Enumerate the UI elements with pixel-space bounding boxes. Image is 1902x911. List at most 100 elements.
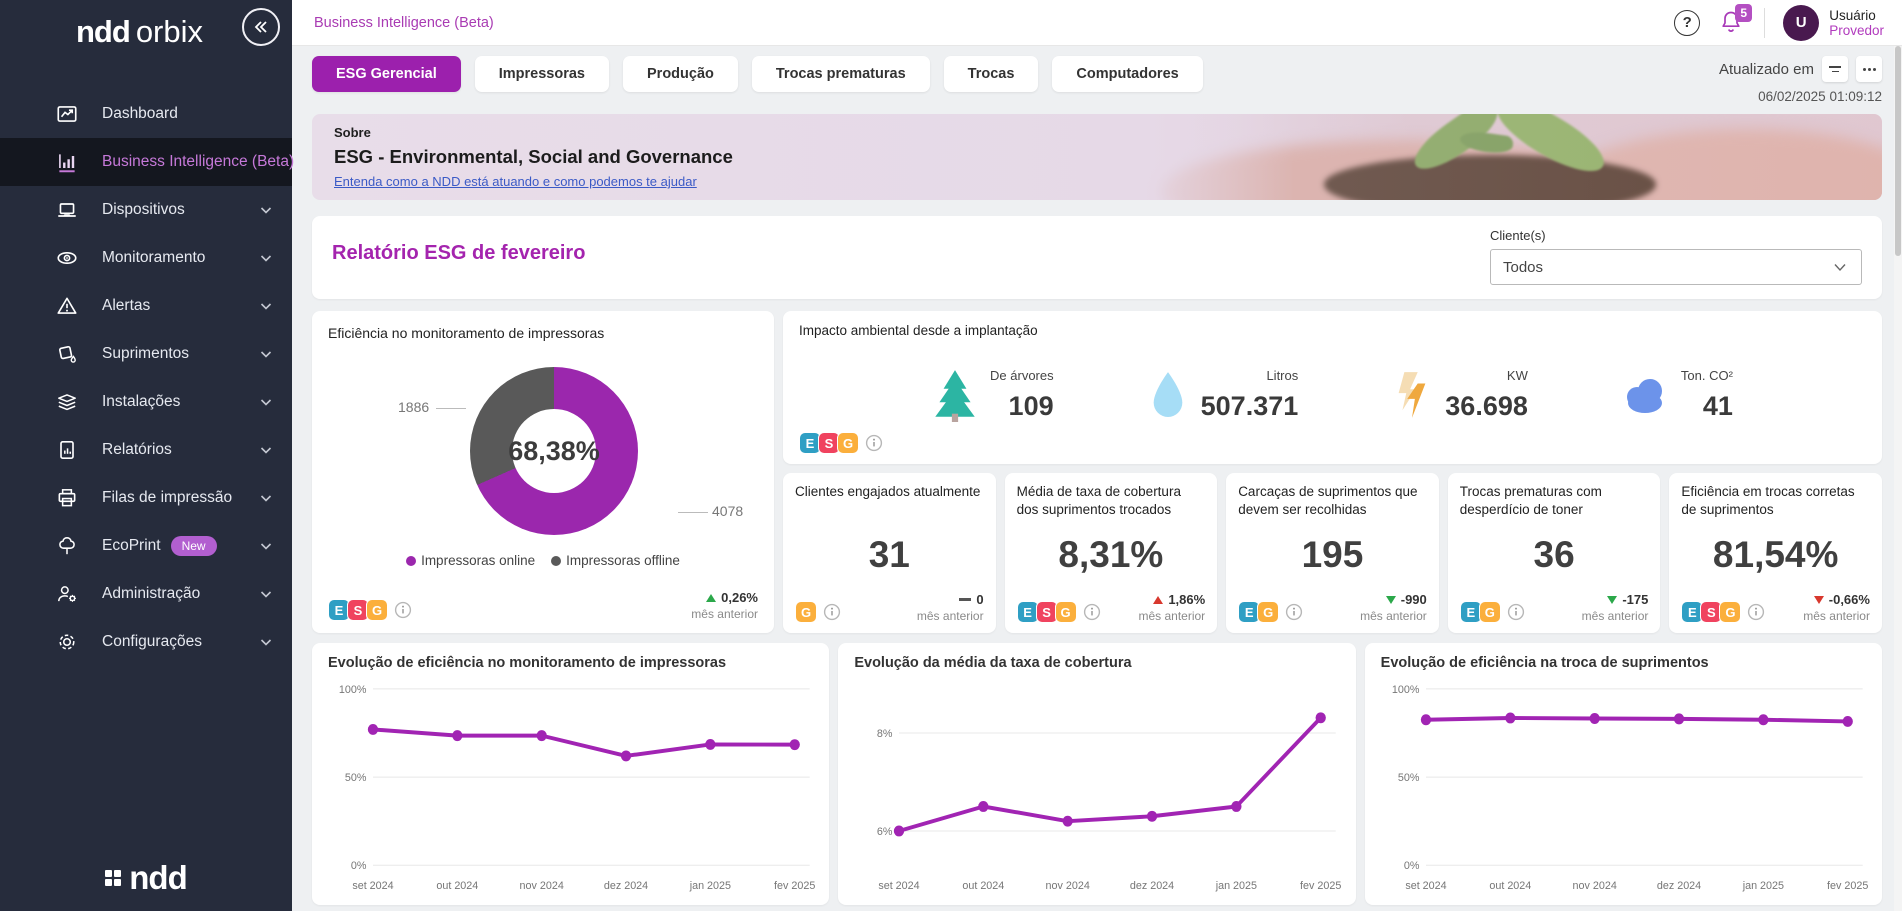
metric-value: 109 [1008,391,1054,421]
breadcrumb[interactable]: Business Intelligence (Beta) [314,14,494,31]
kpi-value: 36 [1533,534,1575,576]
sidebar-item-monitoramento[interactable]: Monitoramento [0,234,292,282]
chart-card-supply-swap-evolution: Evolução de eficiência na troca de supri… [1364,643,1882,905]
seedling-hands-photo [1128,114,1882,200]
report-tabs: ESG Gerencial Impressoras Produção Troca… [312,56,1203,92]
svg-text:fev 2025: fev 2025 [774,880,815,892]
info-icon[interactable] [1285,603,1303,621]
tab-trocas-prematuras[interactable]: Trocas prematuras [751,56,930,92]
sidebar-footer-logo: ndd [0,859,292,897]
chevron-down-icon [258,346,274,362]
user-name: Usuário [1829,7,1876,23]
sidebar: ndd orbix Dashboard Business Intelligenc… [0,0,294,911]
line-chart[interactable]: 0% 50% 100% set 2024 out 2024 nov 2024 dez 202… [1381,675,1868,897]
line-chart[interactable]: 0% 50% 100% set 2024 out 2024 nov 2024 dez 202… [328,675,815,897]
tab-computadores[interactable]: Computadores [1052,56,1203,92]
metric-label: Litros [1266,368,1299,383]
sidebar-item-suprimentos[interactable]: Suprimentos [0,330,292,378]
svg-text:50%: 50% [345,772,367,784]
chevron-down-icon [258,490,274,506]
client-filter-label: Cliente(s) [1490,228,1546,243]
bar-chart-icon [54,149,80,175]
legend-online: Impressoras online [406,553,535,568]
sidebar-item-dashboard[interactable]: Dashboard [0,90,292,138]
legend-dot-online [406,555,417,566]
sidebar-item-dispositivos[interactable]: Dispositivos [0,186,292,234]
app-logo: ndd orbix [0,0,292,50]
vertical-scrollbar[interactable] [1894,46,1902,911]
sidebar-item-alertas[interactable]: Alertas [0,282,292,330]
scrollbar-thumb[interactable] [1895,46,1901,256]
esg-badge-g: G [837,432,859,454]
kpi-eficiencia-trocas: Eficiência em trocas corretas de suprime… [1669,473,1882,633]
chevron-down-icon [258,586,274,602]
info-icon[interactable] [1507,603,1525,621]
line-chart-icon [54,101,80,127]
trend-value: -990 [1400,592,1427,607]
info-icon[interactable] [823,603,841,621]
printer-icon [54,485,80,511]
notification-count-badge: 5 [1735,3,1753,22]
line-chart[interactable]: 6% 8% set 2024 out 2024 nov 2024 dez 2024 jan … [854,675,1342,897]
donut-chart[interactable] [470,367,638,535]
client-select[interactable]: Todos [1490,249,1862,285]
sidebar-item-label: Dashboard [102,105,178,122]
notifications-button[interactable]: 5 [1718,3,1753,38]
svg-text:fev 2025: fev 2025 [1827,880,1868,892]
trend-caption: mês anterior [1138,609,1206,623]
donut-card-title: Eficiência no monitoramento de impressor… [328,325,605,341]
esg-badges: E G [1238,601,1303,623]
svg-text:out 2024: out 2024 [436,880,478,892]
trend-value: -0,66% [1828,592,1870,607]
help-button[interactable]: ? [1674,9,1701,36]
user-role: Provedor [1829,22,1884,38]
sidebar-item-relatorios[interactable]: Relatórios [0,426,292,474]
sidebar-item-instalacoes[interactable]: Instalações [0,378,292,426]
metric-value: 41 [1702,391,1733,421]
trend-caption: mês anterior [1360,609,1427,623]
metric-value: 36.698 [1445,391,1528,421]
metric-value: 507.371 [1200,391,1299,421]
sidebar-item-ecoprint[interactable]: EcoPrint New [0,522,292,570]
info-icon[interactable] [394,601,412,619]
sidebar-item-configuracoes[interactable]: Configurações [0,618,292,666]
kpi-carcacas-recolhidas: Carcaças de suprimentos que devem ser re… [1226,473,1439,633]
new-badge: New [170,536,217,556]
info-icon[interactable] [865,434,883,452]
sidebar-item-filas-de-impressao[interactable]: Filas de impressão [0,474,292,522]
tab-impressoras[interactable]: Impressoras [474,56,609,92]
donut-online-callout: 4078 [677,503,744,519]
trend-block: 0,26% mês anterior [691,590,758,621]
esg-badges: E G [1459,601,1525,623]
user-menu[interactable]: U Usuário Provedor [1783,4,1884,41]
chevron-down-icon [1831,258,1849,276]
metric-kw: KW 36.698 [1391,368,1528,422]
svg-text:out 2024: out 2024 [963,880,1005,892]
kpi-title: Trocas prematuras com desperdício de ton… [1459,484,1602,517]
tab-trocas[interactable]: Trocas [943,56,1039,92]
info-icon[interactable] [1747,603,1765,621]
donut-center-value: 68,38% [508,435,600,466]
legend-dot-offline [551,555,562,566]
svg-text:jan 2025: jan 2025 [1215,880,1257,892]
water-drop-icon [1147,368,1189,422]
content: ESG Gerencial Impressoras Produção Troca… [292,46,1902,905]
filter-button[interactable] [1822,56,1848,82]
more-options-button[interactable] [1856,56,1882,82]
tab-producao[interactable]: Produção [623,56,738,92]
info-icon[interactable] [1083,603,1101,621]
esg-badge-e: E [328,599,350,621]
sidebar-item-business-intelligence[interactable]: Business Intelligence (Beta) [0,138,294,186]
metric-label: De árvores [990,368,1054,383]
sidebar-item-administracao[interactable]: Administração [0,570,292,618]
tab-esg-gerencial[interactable]: ESG Gerencial [312,56,461,92]
svg-text:out 2024: out 2024 [1489,880,1531,892]
chevron-down-icon [258,634,274,650]
sidebar-item-label: Filas de impressão [102,489,233,506]
chart-title: Evolução de eficiência na troca de supri… [1380,655,1709,671]
banner-link[interactable]: Entenda como a NDD está atuando e como p… [334,174,697,189]
kpi-title: Carcaças de suprimentos que devem ser re… [1238,484,1418,517]
ndd-mark-icon [105,870,122,886]
sidebar-collapse-button[interactable] [242,8,280,46]
svg-text:set 2024: set 2024 [879,880,920,892]
